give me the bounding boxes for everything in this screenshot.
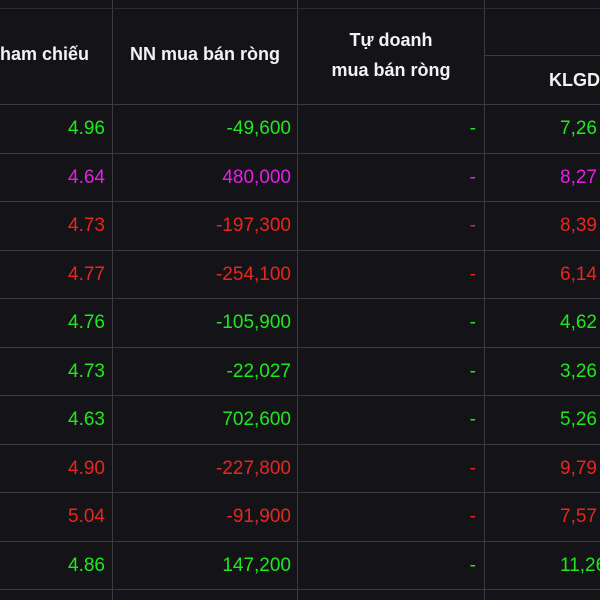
volume-cell: 11,26 bbox=[560, 554, 600, 576]
prop-net-cell: - bbox=[469, 409, 476, 430]
prop-net-cell: - bbox=[469, 506, 476, 527]
ref-price-cell: 4.73 bbox=[68, 360, 105, 382]
column-divider bbox=[297, 0, 298, 600]
ref-price-cell: 4.76 bbox=[68, 312, 105, 333]
table-row[interactable]: 4.76 -105,900 - 4,62 bbox=[0, 299, 600, 347]
table-row[interactable]: 4.73 -22,027 - 3,26 bbox=[0, 348, 600, 396]
row-divider bbox=[0, 298, 600, 299]
volume-cell: 7,26 bbox=[560, 118, 597, 139]
prop-net-cell: - bbox=[469, 312, 476, 333]
foreign-net-cell: -227,800 bbox=[215, 457, 291, 479]
table-row[interactable]: 4.64 480,000 - 8,27 bbox=[0, 154, 600, 202]
header-sub-divider bbox=[485, 55, 600, 56]
prop-net-cell: - bbox=[469, 166, 476, 188]
foreign-net-cell: 147,200 bbox=[222, 554, 291, 576]
table-row[interactable]: 4.96 -49,600 - 7,26 bbox=[0, 105, 600, 153]
header-bottom-divider bbox=[0, 104, 600, 105]
table-row[interactable]: 4.63 702,600 - 5,26 bbox=[0, 396, 600, 444]
header-prop-net-line2[interactable]: mua bán ròng bbox=[331, 60, 451, 80]
foreign-net-cell: -197,300 bbox=[215, 215, 291, 236]
column-divider bbox=[484, 0, 485, 600]
row-divider bbox=[0, 540, 600, 542]
foreign-net-cell: -22,027 bbox=[226, 360, 291, 382]
table-row[interactable]: 4.90 -227,800 - 9,79 bbox=[0, 445, 600, 493]
foreign-net-cell: 702,600 bbox=[222, 409, 291, 430]
foreign-net-cell: -254,100 bbox=[215, 263, 291, 285]
header-volume[interactable]: KLGD bbox=[549, 70, 600, 90]
table-row[interactable]: 4.86 147,200 - 11,26 bbox=[0, 542, 600, 590]
ref-price-cell: 4.86 bbox=[68, 554, 105, 576]
volume-cell: 3,26 bbox=[560, 360, 597, 382]
volume-cell: 8,27 bbox=[560, 166, 597, 188]
row-divider bbox=[0, 249, 600, 251]
volume-cell: 7,57 bbox=[560, 506, 597, 527]
prop-net-cell: - bbox=[469, 215, 476, 236]
prop-net-cell: - bbox=[469, 263, 476, 285]
volume-cell: 6,14 bbox=[560, 263, 597, 285]
ref-price-cell: 4.63 bbox=[68, 409, 105, 430]
row-divider bbox=[0, 201, 600, 202]
table-row[interactable]: 4.77 -254,100 - 6,14 bbox=[0, 251, 600, 299]
foreign-net-cell: -91,900 bbox=[226, 506, 291, 527]
header-ref-price[interactable]: ham chiếu bbox=[0, 44, 90, 64]
table-header: ham chiếu NN mua bán ròng Tự doanh mua b… bbox=[0, 0, 600, 104]
row-divider bbox=[0, 346, 600, 348]
volume-cell: 5,26 bbox=[560, 409, 597, 430]
ref-price-cell: 4.90 bbox=[68, 457, 105, 479]
row-divider bbox=[0, 443, 600, 445]
column-divider bbox=[112, 0, 113, 600]
table-row[interactable]: 4.73 -197,300 - 8,39 bbox=[0, 202, 600, 250]
ref-price-cell: 4.64 bbox=[68, 166, 105, 188]
volume-cell: 4,62 bbox=[560, 312, 597, 333]
prop-net-cell: - bbox=[469, 118, 476, 139]
prop-net-cell: - bbox=[469, 554, 476, 576]
foreign-net-cell: -105,900 bbox=[215, 312, 291, 333]
row-divider bbox=[0, 589, 600, 590]
row-divider bbox=[0, 395, 600, 396]
prop-net-cell: - bbox=[469, 360, 476, 382]
header-foreign-net[interactable]: NN mua bán ròng bbox=[129, 44, 280, 64]
header-prop-net-line1[interactable]: Tự doanh bbox=[349, 30, 433, 50]
table-row[interactable]: 5.04 -91,900 - 7,57 bbox=[0, 493, 600, 541]
prop-net-cell: - bbox=[469, 457, 476, 479]
ref-price-cell: 5.04 bbox=[68, 506, 105, 527]
ref-price-cell: 4.73 bbox=[68, 215, 105, 236]
foreign-net-cell: 480,000 bbox=[222, 166, 291, 188]
volume-cell: 9,79 bbox=[560, 457, 597, 479]
volume-cell: 8,39 bbox=[560, 215, 597, 236]
row-divider bbox=[0, 152, 600, 154]
row-divider bbox=[0, 492, 600, 493]
header-top-divider bbox=[0, 8, 600, 9]
ref-price-cell: 4.77 bbox=[68, 263, 105, 285]
ref-price-cell: 4.96 bbox=[68, 118, 105, 139]
foreign-net-cell: -49,600 bbox=[226, 118, 291, 139]
